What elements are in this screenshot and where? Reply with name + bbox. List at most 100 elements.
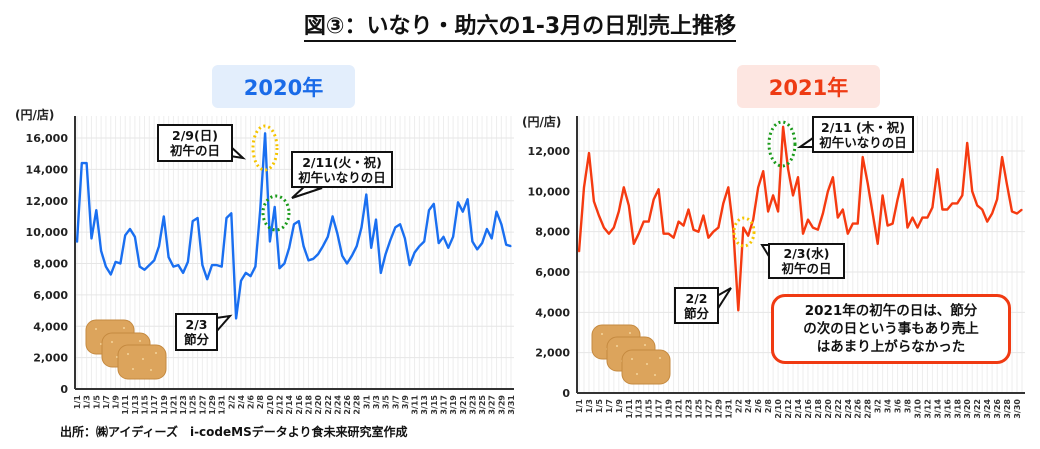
- x-tick-label: 2/8: [764, 399, 773, 413]
- data-point: [1016, 212, 1018, 215]
- data-point: [433, 203, 435, 205]
- x-tick-label: 3/29: [497, 395, 506, 415]
- data-point: [867, 182, 869, 184]
- x-tick-label: 1/9: [615, 399, 624, 413]
- data-point: [196, 217, 199, 219]
- data-point: [877, 243, 879, 245]
- data-point: [486, 228, 488, 230]
- data-point: [447, 247, 449, 249]
- x-tick-label: 3/5: [382, 395, 391, 409]
- x-tick-label: 3/20: [963, 399, 972, 419]
- annotation-line: 初午の日: [169, 143, 220, 158]
- data-point: [638, 233, 640, 235]
- year-badge-2020: 2020年: [212, 65, 355, 108]
- x-tick-label: 3/14: [933, 399, 942, 419]
- data-point: [129, 228, 131, 230]
- data-point: [971, 190, 973, 192]
- annotation-line: 節分: [183, 332, 209, 347]
- data-point: [623, 186, 625, 188]
- data-point: [712, 231, 714, 233]
- x-tick-label: 3/23: [468, 395, 477, 415]
- data-point: [158, 245, 160, 247]
- data-point: [211, 264, 213, 266]
- data-point: [872, 212, 874, 215]
- y-tick-label: 6,000: [535, 266, 570, 279]
- x-tick-label: 1/11: [625, 399, 634, 419]
- annotation-line: 2/2: [685, 290, 708, 306]
- data-point: [658, 188, 660, 190]
- data-point: [752, 218, 754, 221]
- year-badge-2021: 2021年: [737, 65, 880, 108]
- data-point: [331, 215, 334, 218]
- data-point: [1021, 208, 1023, 211]
- x-tick-label: 1/31: [724, 399, 733, 419]
- data-point: [827, 190, 829, 192]
- data-point: [663, 233, 665, 235]
- data-point: [269, 240, 271, 243]
- x-tick-label: 1/27: [704, 399, 713, 419]
- x-tick-label: 1/1: [575, 399, 584, 413]
- x-tick-label: 2/16: [295, 395, 304, 415]
- x-tick-label: 3/6: [894, 399, 903, 413]
- x-tick-label: 2/12: [784, 399, 793, 419]
- data-point: [182, 272, 184, 274]
- data-point: [643, 220, 645, 223]
- x-tick-label: 3/22: [973, 399, 982, 419]
- data-point: [667, 233, 670, 235]
- data-point: [891, 223, 894, 225]
- data-point: [687, 208, 690, 211]
- highlight-ellipse-green: [767, 120, 797, 168]
- data-point: [462, 211, 464, 213]
- data-point: [852, 223, 854, 225]
- data-point: [413, 251, 416, 254]
- x-tick-label: 3/8: [904, 399, 913, 413]
- data-point: [797, 176, 799, 178]
- y-tick-label: 4,000: [535, 306, 570, 319]
- x-tick-label: 3/24: [983, 399, 992, 419]
- y-tick-label: 6,000: [33, 289, 68, 302]
- x-tick-label: 2/26: [854, 399, 863, 419]
- annotation-line: 2/11(火・祝): [302, 154, 382, 170]
- data-point: [648, 220, 650, 223]
- data-point: [787, 168, 789, 170]
- data-point: [307, 259, 310, 261]
- x-tick-label: 1/7: [605, 399, 614, 413]
- x-tick-label: 1/23: [685, 399, 694, 419]
- x-tick-label: 3/10: [913, 399, 922, 419]
- x-tick-label: 3/1: [362, 395, 371, 409]
- chart-2020: 0 2,000 4,000 6,000 8,000 10,000 12,000 14,000 1…: [26, 116, 516, 415]
- x-tick-label: 1/19: [665, 399, 674, 419]
- data-point: [153, 259, 155, 261]
- data-point: [837, 216, 839, 219]
- x-tick-label: 3/9: [401, 395, 410, 409]
- data-point: [389, 239, 392, 241]
- data-point: [1011, 210, 1013, 213]
- data-point: [697, 231, 700, 233]
- data-point: [931, 206, 934, 209]
- x-tick-label: 3/3: [372, 395, 381, 409]
- x-tick-label: 2/2: [734, 399, 743, 413]
- data-point: [727, 186, 729, 188]
- annotation-2020-hatsuuma-inari: 2/11(火・祝) 初午いなりの日: [291, 151, 393, 188]
- x-tick-label: 2/20: [824, 399, 833, 419]
- y-tick-label: 0: [562, 387, 570, 400]
- x-tick-label: 1/23: [179, 395, 188, 415]
- data-point: [230, 212, 232, 214]
- data-point: [148, 264, 150, 266]
- x-tick-label: 3/11: [411, 395, 420, 415]
- data-point: [293, 223, 295, 225]
- data-point: [802, 233, 804, 235]
- data-point: [628, 204, 630, 207]
- data-point: [951, 202, 953, 205]
- page-title: 図③：いなり・助六の1-3月の日別売上推移: [0, 8, 1040, 42]
- data-point: [303, 245, 305, 247]
- note-line: の次の日という事もあり売上: [803, 321, 979, 337]
- x-tick-label: 1/1: [73, 395, 82, 409]
- data-point: [351, 255, 353, 257]
- annotation-2020-hatsuuma: 2/9(日) 初午の日: [157, 124, 233, 162]
- data-point: [360, 226, 363, 229]
- y-tick-label: 12,000: [528, 145, 571, 158]
- data-point: [438, 242, 440, 244]
- x-tick-label: 2/12: [276, 395, 285, 415]
